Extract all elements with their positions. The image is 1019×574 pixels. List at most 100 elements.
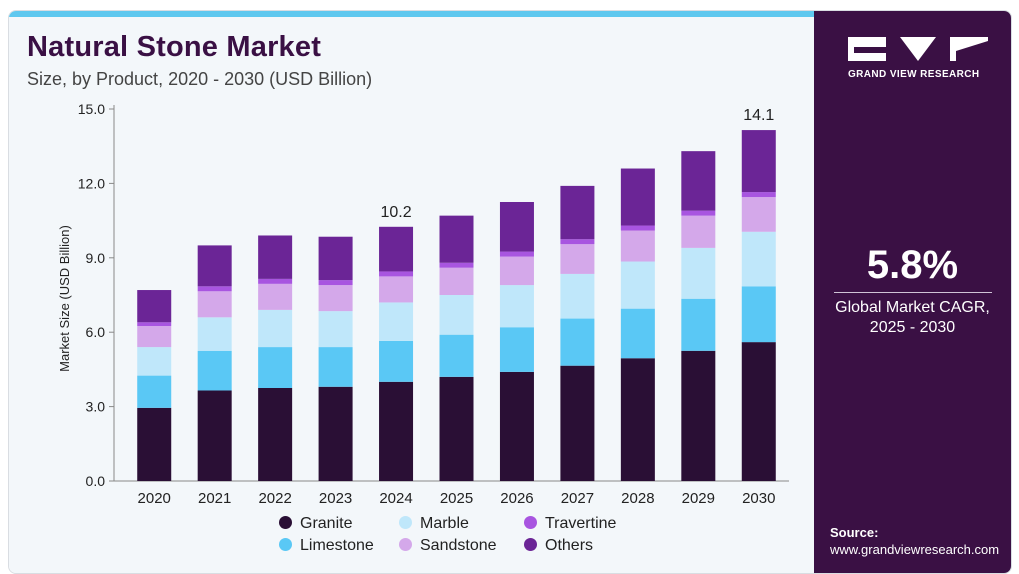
bar-segment-travertine (681, 210, 716, 216)
legend-item-marble: Marble (399, 515, 469, 533)
x-tick-label: 2025 (440, 490, 473, 507)
x-tick-label: 2029 (682, 490, 715, 507)
x-tick-label: 2020 (138, 490, 171, 507)
legend-label: Marble (420, 515, 469, 532)
source-link[interactable]: www.grandviewresearch.com (830, 542, 1000, 557)
bar-segment-travertine (439, 262, 474, 268)
legend-label: Limestone (300, 537, 374, 554)
bar-segment-limestone (499, 327, 534, 372)
bar-segment-limestone (258, 347, 293, 388)
bar-segment-others (499, 202, 534, 252)
bar-segment-granite (137, 407, 172, 481)
bar-segment-granite (197, 390, 232, 481)
bar-segment-sandstone (379, 276, 414, 303)
bar-segment-granite (620, 358, 655, 481)
bar-segment-marble (197, 317, 232, 351)
y-tick-label: 0.0 (86, 473, 106, 489)
legend-swatch-travertine (524, 516, 537, 529)
sidebar-panel: GRAND VIEW RESEARCH 5.8% Global Market C… (814, 11, 1011, 573)
chart-frame: Natural Stone Market Size, by Product, 2… (8, 10, 1012, 574)
data-label: 14.1 (743, 107, 774, 124)
bar-segment-sandstone (681, 215, 716, 248)
bar-segment-limestone (681, 298, 716, 351)
cagr-label-line1: Global Market CAGR, (835, 299, 990, 316)
bar-segment-others (741, 130, 776, 193)
bar-segment-sandstone (318, 285, 353, 312)
cagr-divider (834, 292, 992, 293)
bar-segment-marble (681, 247, 716, 299)
x-tick-label: 2030 (742, 490, 775, 507)
bar-segment-travertine (499, 251, 534, 257)
bar-segment-sandstone (258, 283, 293, 310)
bar-segment-travertine (741, 192, 776, 198)
legend-item-others: Others (524, 537, 593, 555)
bar-segment-granite (379, 381, 414, 481)
legend-item-sandstone: Sandstone (399, 537, 497, 555)
y-tick-label: 15.0 (78, 101, 105, 117)
bar-segment-granite (439, 376, 474, 481)
bar-segment-marble (741, 231, 776, 287)
bar-segment-sandstone (499, 256, 534, 286)
bar-segment-marble (137, 347, 172, 376)
legend-label: Others (545, 537, 594, 554)
bar-segment-travertine (318, 280, 353, 286)
source-label: Source: (830, 525, 879, 540)
bar-segment-marble (258, 309, 293, 348)
x-tick-label: 2024 (379, 490, 412, 507)
bar-segment-limestone (560, 318, 595, 366)
brand-name: GRAND VIEW RESEARCH (848, 69, 980, 80)
x-tick-label: 2021 (198, 490, 231, 507)
x-tick-label: 2027 (561, 490, 594, 507)
bar-segment-marble (439, 295, 474, 335)
bar-segment-travertine (379, 271, 414, 277)
bar-segment-sandstone (197, 291, 232, 318)
cagr-label: Global Market CAGR, 2025 - 2030 (814, 298, 1011, 338)
bar-segment-others (318, 236, 353, 281)
bar-segment-limestone (439, 334, 474, 377)
bar-segment-granite (560, 365, 595, 481)
bar-segment-others (197, 245, 232, 287)
page-title: Natural Stone Market (27, 31, 322, 63)
bar-segment-travertine (137, 322, 172, 326)
legend-label: Sandstone (420, 537, 497, 554)
bar-segment-sandstone (439, 267, 474, 295)
bar-segment-others (681, 151, 716, 211)
legend-label: Granite (300, 515, 353, 532)
legend-label: Travertine (545, 515, 617, 532)
bar-segment-sandstone (560, 244, 595, 274)
bar-segment-others (137, 290, 172, 323)
x-tick-label: 2028 (621, 490, 654, 507)
bar-segment-granite (741, 342, 776, 481)
y-tick-label: 9.0 (86, 250, 106, 266)
gvr-logo-icon (848, 37, 988, 61)
bar-segment-granite (681, 350, 716, 481)
bar-segment-limestone (379, 340, 414, 382)
bar-segment-travertine (258, 278, 293, 284)
bar-segment-granite (499, 371, 534, 481)
cagr-value: 5.8% (866, 243, 959, 287)
bar-segment-travertine (197, 286, 232, 292)
bar-segment-sandstone (741, 197, 776, 232)
legend-item-travertine: Travertine (524, 515, 616, 533)
cagr-label-line2: 2025 - 2030 (869, 319, 956, 336)
x-tick-label: 2023 (319, 490, 352, 507)
bar-segment-sandstone (620, 230, 655, 262)
bar-segment-marble (318, 311, 353, 348)
x-tick-label: 2022 (258, 490, 291, 507)
bar-segment-others (379, 226, 414, 272)
bar-segment-marble (379, 302, 414, 341)
legend-swatch-marble (399, 516, 412, 529)
bar-segment-limestone (620, 308, 655, 359)
bar-segment-granite (258, 388, 293, 481)
bar-segment-others (620, 168, 655, 226)
bar-segment-limestone (318, 347, 353, 387)
legend-swatch-sandstone (399, 538, 412, 551)
legend-swatch-limestone (279, 538, 292, 551)
bar-segment-others (258, 235, 293, 279)
accent-bar (9, 11, 814, 17)
bar-segment-granite (318, 386, 353, 481)
bar-segment-others (560, 185, 595, 240)
legend-item-granite: Granite (279, 515, 352, 533)
bar-segment-marble (620, 261, 655, 309)
bar-segment-travertine (560, 239, 595, 245)
